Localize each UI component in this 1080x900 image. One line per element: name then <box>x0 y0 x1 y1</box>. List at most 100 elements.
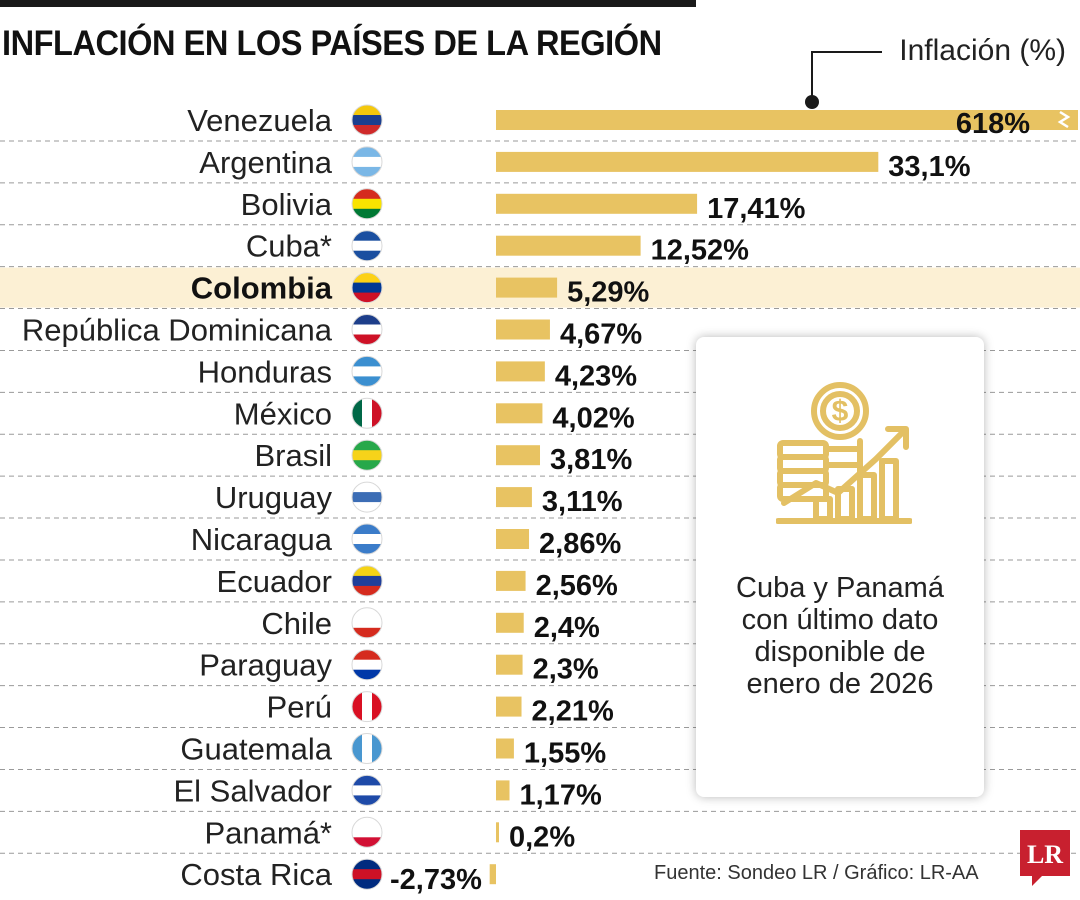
bar <box>496 570 526 591</box>
peru-flag <box>352 691 382 722</box>
flag-outline <box>351 397 383 429</box>
flag-outline <box>351 607 383 639</box>
bar <box>496 654 523 675</box>
value-label: 4,23% <box>555 360 637 392</box>
axis-break-mark <box>1057 110 1071 129</box>
legend-label: Inflación (%) <box>899 34 1066 67</box>
mexico-flag <box>352 398 382 429</box>
bar <box>496 151 879 172</box>
value-label: 2,86% <box>539 528 621 560</box>
guatemala-flag <box>352 733 382 764</box>
country-label: Paraguay <box>199 648 332 683</box>
country-label: Venezuela <box>187 103 333 138</box>
lr-logo-text: LR <box>1027 840 1063 869</box>
flag-outline <box>351 774 383 806</box>
value-label: 618% <box>956 108 1030 140</box>
value-label: 2,56% <box>536 570 618 602</box>
bar <box>496 822 499 843</box>
value-label: 4,02% <box>552 402 634 434</box>
country-label: Uruguay <box>215 480 333 515</box>
flag-outline <box>351 146 383 178</box>
country-label: Costa Rica <box>180 857 332 892</box>
flag-outline <box>351 188 383 220</box>
country-label: Honduras <box>198 354 332 389</box>
value-label: 17,41% <box>707 193 806 225</box>
legend-leader-horizontal <box>812 51 882 53</box>
source-credit: Fuente: Sondeo LR / Gráfico: LR-AA <box>654 862 979 884</box>
flag-outline <box>351 858 383 890</box>
argentina-flag <box>352 146 382 177</box>
value-label: 1,17% <box>520 779 602 811</box>
svg-text:$: $ <box>832 395 849 428</box>
bar <box>496 487 532 508</box>
flag-outline <box>351 230 383 262</box>
value-label: 0,2% <box>509 821 575 853</box>
flag-outline <box>351 314 383 345</box>
flag-outline <box>351 104 383 136</box>
nicaragua-flag <box>352 524 382 554</box>
value-label: 2,3% <box>533 654 599 686</box>
country-label: Ecuador <box>217 564 332 599</box>
note-box: $ Cuba y Panamá con último dato disponib… <box>696 337 984 797</box>
flag-outline <box>351 272 383 304</box>
dominican-republic-flag <box>352 314 382 345</box>
legend-leader-vertical <box>811 51 813 99</box>
country-label: Cuba* <box>246 229 332 264</box>
country-label: México <box>234 396 332 431</box>
brazil-flag <box>352 440 382 471</box>
bar <box>496 319 550 340</box>
flag-outline <box>351 691 383 723</box>
country-label: Chile <box>261 606 332 641</box>
country-label: Bolivia <box>241 187 333 222</box>
country-label: Brasil <box>254 438 332 473</box>
panama-flag <box>352 817 382 848</box>
flag-outline <box>351 523 383 555</box>
costa-rica-flag <box>352 859 382 890</box>
flag-outline <box>351 355 383 387</box>
value-label: 3,11% <box>542 486 623 518</box>
country-label: Guatemala <box>180 732 332 767</box>
country-label: Panamá* <box>204 815 332 850</box>
bar <box>496 780 510 801</box>
bar <box>496 235 641 256</box>
bar <box>496 361 545 382</box>
bar <box>496 612 524 633</box>
flag-outline <box>351 439 383 471</box>
bar <box>496 110 1078 130</box>
el-salvador-flag <box>352 775 382 806</box>
flag-outline <box>351 481 383 513</box>
value-label: 12,52% <box>651 235 750 267</box>
chile-flag <box>352 607 382 638</box>
legend-leader-dot <box>805 95 819 109</box>
value-label: 2,4% <box>534 612 600 644</box>
top-rule <box>0 0 696 7</box>
value-label: 2,21% <box>532 696 614 728</box>
country-label: Colombia <box>191 271 333 306</box>
bar <box>496 445 541 466</box>
chart-title: INFLACIÓN EN LOS PAÍSES DE LA REGIÓN <box>2 24 662 63</box>
coins-growth-chart-icon: $ <box>776 382 912 524</box>
value-label: 5,29% <box>567 277 649 309</box>
bar <box>496 696 522 717</box>
value-label: 1,55% <box>524 738 606 770</box>
country-label: República Dominicana <box>22 313 333 348</box>
honduras-flag <box>352 356 382 387</box>
bar <box>496 277 558 298</box>
colombia-flag <box>352 272 382 303</box>
country-label: Nicaragua <box>191 522 333 557</box>
value-label: 4,67% <box>560 319 642 351</box>
bar <box>496 193 698 214</box>
bar <box>496 529 530 549</box>
country-label: El Salvador <box>173 773 332 808</box>
venezuela-flag <box>352 105 382 135</box>
bar <box>496 403 543 424</box>
flag-outline <box>351 649 383 681</box>
lr-logo: LR <box>1020 830 1070 886</box>
paraguay-flag <box>352 649 382 680</box>
note-text: Cuba y Panamá con último dato disponible… <box>736 572 944 700</box>
value-label: -2,73% <box>390 864 482 896</box>
uruguay-flag <box>352 482 382 513</box>
flag-outline <box>351 816 383 848</box>
flag-outline <box>351 733 383 764</box>
